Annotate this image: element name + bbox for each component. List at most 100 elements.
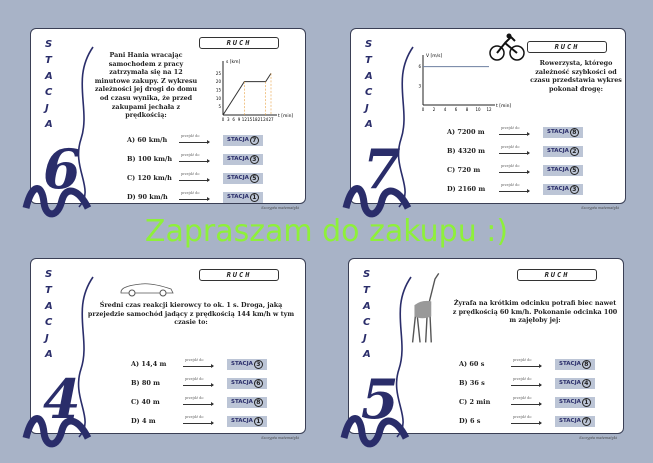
station-button-label: STACJA xyxy=(231,380,253,386)
y-tick-label: 25 xyxy=(216,71,222,76)
x-tick-label: 4 xyxy=(444,107,447,112)
station-target: 8 xyxy=(569,127,579,137)
question-text: Rowerzysta, którego zależność szybkości … xyxy=(530,59,622,93)
station-button-label: STACJA xyxy=(559,380,581,386)
x-tick-label: 2 xyxy=(433,107,436,112)
stacja-letter: J xyxy=(45,333,49,344)
y-axis-label: s [km] xyxy=(226,59,241,65)
x-axis-label: t [min] xyxy=(496,103,511,109)
answer-row: C) 120 km/h przejdź do STACJA 5 xyxy=(127,172,263,184)
station-button[interactable]: STACJA 8 xyxy=(227,396,267,408)
answer-label: A) 60 s xyxy=(459,360,485,368)
arrow-icon: przejdź do xyxy=(511,415,542,426)
station-button-label: STACJA xyxy=(547,148,569,154)
stacja-letter: T xyxy=(45,55,52,66)
goto-label: przejdź do xyxy=(181,172,200,176)
station-button-label: STACJA xyxy=(227,194,249,200)
arrow-icon: przejdź do xyxy=(499,183,530,194)
answer-row: B) 100 km/h przejdź do STACJA 3 xyxy=(127,153,263,165)
answer-label: A) 14,4 m xyxy=(131,360,167,368)
answer-row: C) 40 m przejdź do STACJA 8 xyxy=(131,396,267,408)
answer-row: B) 36 s przejdź do STACJA 4 xyxy=(459,377,595,389)
arrow-icon: przejdź do xyxy=(499,126,530,137)
answer-row: A) 14,4 m przejdź do STACJA 3 xyxy=(131,358,267,370)
question-text: Średni czas reakcji kierowcy to ok. 1 s.… xyxy=(87,301,295,327)
y-tick-label: 15 xyxy=(216,88,222,93)
goto-label: przejdź do xyxy=(501,145,520,149)
stacja-letter: S xyxy=(365,39,373,50)
topic-label: RUCH xyxy=(199,37,279,49)
x-tick-label: 21 xyxy=(258,117,264,122)
stacja-letter: S xyxy=(363,269,371,280)
arrow-icon: przejdź do xyxy=(511,377,542,388)
y-tick-label: 20 xyxy=(216,79,222,84)
goto-label: przejdź do xyxy=(185,377,204,381)
answer-label: C) 2 min xyxy=(459,398,491,406)
footer-credit: Szczypta matematyki xyxy=(261,206,299,210)
goto-label: przejdź do xyxy=(513,415,532,419)
station-button-label: STACJA xyxy=(547,186,569,192)
footer-credit: Szczypta matematyki xyxy=(581,206,619,210)
station-button[interactable]: STACJA 1 xyxy=(555,396,595,408)
station-button[interactable]: STACJA 5 xyxy=(223,172,263,184)
arrow-icon: przejdź do xyxy=(183,415,214,426)
answer-label: B) 4320 m xyxy=(447,147,486,155)
answer-label: C) 40 m xyxy=(131,398,160,406)
station-target: 8 xyxy=(253,397,263,407)
station-button[interactable]: STACJA 5 xyxy=(543,164,583,176)
station-button-label: STACJA xyxy=(227,156,249,162)
stacja-letter: C xyxy=(363,317,371,328)
answer-row: D) 2160 m przejdź do STACJA 3 xyxy=(447,183,583,195)
x-tick-label: 15 xyxy=(247,117,253,122)
car-icon xyxy=(120,283,174,297)
station-button-label: STACJA xyxy=(547,167,569,173)
station-button[interactable]: STACJA 7 xyxy=(223,134,263,146)
x-tick-label: 0 xyxy=(422,107,425,112)
station-button[interactable]: STACJA 3 xyxy=(543,183,583,195)
answer-label: B) 100 km/h xyxy=(127,155,173,163)
station-button[interactable]: STACJA 1 xyxy=(223,191,263,203)
x-tick-label: 0 xyxy=(222,117,225,122)
y-tick-label: 10 xyxy=(216,96,222,101)
answer-label: C) 720 m xyxy=(447,166,481,174)
stacja-letter: A xyxy=(45,71,53,82)
arrow-icon: przejdź do xyxy=(499,164,530,175)
goto-label: przejdź do xyxy=(181,191,200,195)
arrow-icon: przejdź do xyxy=(179,191,210,202)
answer-label: D) 4 m xyxy=(131,417,156,425)
footer-credit: Szczypta matematyki xyxy=(261,436,299,440)
answer-row: A) 7200 m przejdź do STACJA 8 xyxy=(447,126,583,138)
station-button[interactable]: STACJA 3 xyxy=(227,358,267,370)
decorative-swirl xyxy=(77,46,94,208)
x-tick-label: 24 xyxy=(263,117,269,122)
arrow-icon: przejdź do xyxy=(183,377,214,388)
station-button[interactable]: STACJA 4 xyxy=(555,377,595,389)
answer-row: D) 90 km/h przejdź do STACJA 1 xyxy=(127,191,263,203)
station-button-label: STACJA xyxy=(231,418,253,424)
station-target: 3 xyxy=(253,359,263,369)
stacja-letter: C xyxy=(45,87,53,98)
x-tick-label: 12 xyxy=(242,117,248,122)
station-button[interactable]: STACJA 2 xyxy=(543,145,583,157)
answer-label: C) 120 km/h xyxy=(127,174,172,182)
stacja-letter: C xyxy=(45,317,53,328)
y-tick-label: 5 xyxy=(218,104,221,109)
station-button[interactable]: STACJA 3 xyxy=(223,153,263,165)
y-tick-label: 3 xyxy=(418,83,421,88)
station-button[interactable]: STACJA 8 xyxy=(555,358,595,370)
answer-label: D) 6 s xyxy=(459,417,481,425)
station-number: 5 xyxy=(361,367,399,431)
x-tick-label: 8 xyxy=(466,107,469,112)
x-tick-label: 9 xyxy=(238,117,241,122)
station-button[interactable]: STACJA 1 xyxy=(227,415,267,427)
station-button[interactable]: STACJA 6 xyxy=(227,377,267,389)
answer-label: B) 36 s xyxy=(459,379,485,387)
stacja-letter: A xyxy=(363,301,371,312)
station-target: 1 xyxy=(249,192,259,202)
station-button[interactable]: STACJA 7 xyxy=(555,415,595,427)
question-text: Żyrafa na krótkim odcinku potrafi biec n… xyxy=(452,299,618,325)
stacja-letter: A xyxy=(45,349,53,360)
station-button[interactable]: STACJA 8 xyxy=(543,126,583,138)
